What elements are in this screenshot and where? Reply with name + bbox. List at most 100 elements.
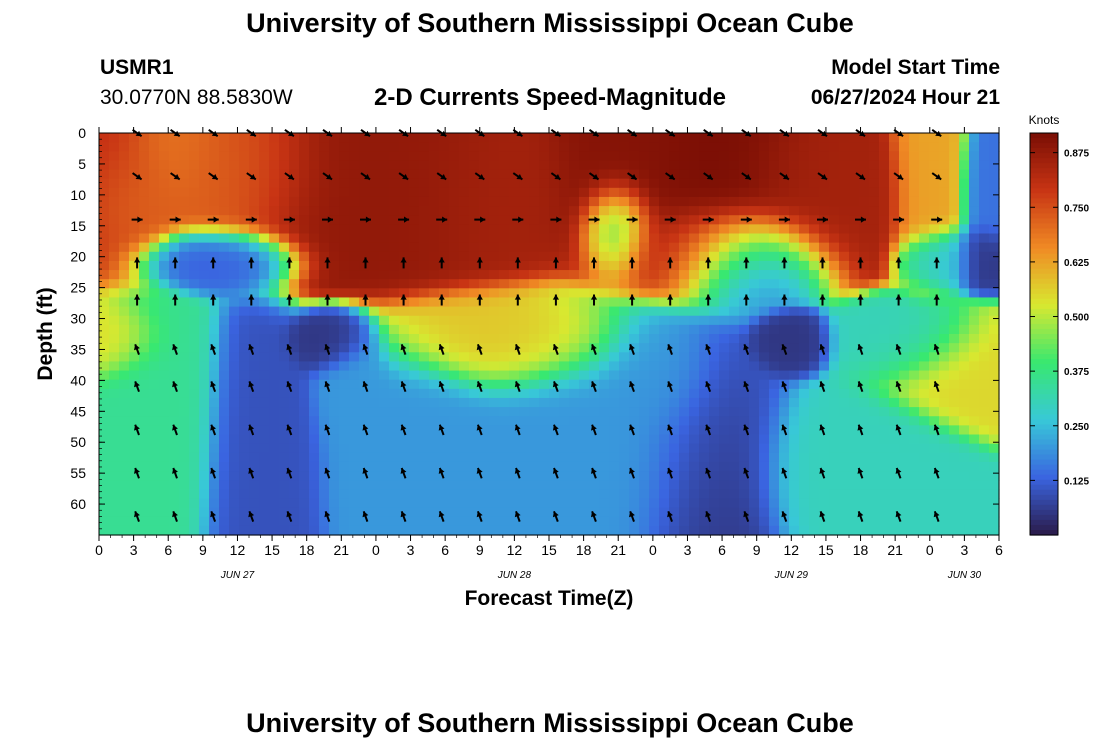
heatmap-cell xyxy=(599,233,610,244)
heatmap-cell xyxy=(139,397,150,408)
heatmap-cell xyxy=(649,388,660,399)
heatmap-cell xyxy=(249,352,260,363)
heatmap-cell xyxy=(899,178,910,189)
heatmap-cell xyxy=(349,242,360,253)
heatmap-cell xyxy=(899,416,910,426)
heatmap-cell xyxy=(419,407,430,417)
heatmap-cell xyxy=(389,370,400,381)
heatmap-cell xyxy=(819,352,830,363)
heatmap-cell xyxy=(509,525,520,536)
heatmap-cell xyxy=(429,461,440,472)
current-arrow xyxy=(705,294,712,306)
heatmap-cell xyxy=(479,260,490,271)
heatmap-cell xyxy=(899,306,910,317)
heatmap-cell xyxy=(149,489,160,500)
heatmap-cell xyxy=(99,471,110,481)
heatmap-cell xyxy=(739,397,750,408)
heatmap-cell xyxy=(759,242,770,253)
heatmap-cell xyxy=(769,297,780,308)
heatmap-cell xyxy=(469,288,480,299)
heatmap-cell xyxy=(189,251,200,262)
heatmap-cell xyxy=(439,142,450,152)
heatmap-cell xyxy=(169,133,180,143)
heatmap-cell xyxy=(639,224,650,235)
heatmap-cell xyxy=(539,480,550,490)
heatmap-cell xyxy=(579,388,590,399)
heatmap-cell xyxy=(589,416,600,426)
current-arrow xyxy=(629,294,636,306)
heatmap-cell xyxy=(289,407,300,417)
heatmap-cell xyxy=(639,151,650,162)
heatmap-cell xyxy=(429,434,440,445)
heatmap-cell xyxy=(409,416,420,426)
heatmap-cell xyxy=(739,516,750,527)
heatmap-cell xyxy=(579,160,590,171)
heatmap-cell xyxy=(839,251,850,262)
heatmap-cell xyxy=(789,224,800,235)
heatmap-cell xyxy=(209,315,220,326)
heatmap-cell xyxy=(249,160,260,171)
heatmap-cell xyxy=(929,233,940,244)
heatmap-cell xyxy=(609,461,620,472)
heatmap-cell xyxy=(739,187,750,198)
heatmap-cell xyxy=(719,169,730,180)
current-arrows xyxy=(131,128,943,522)
heatmap-cell xyxy=(469,452,480,463)
heatmap-cell xyxy=(499,507,510,518)
heatmap-cell xyxy=(759,260,770,271)
heatmap-cell xyxy=(279,251,290,262)
heatmap-cell xyxy=(789,343,800,353)
heatmap-cell xyxy=(279,334,290,344)
heatmap-cell xyxy=(559,452,570,463)
heatmap-cell xyxy=(519,407,530,417)
heatmap-cell xyxy=(239,178,250,189)
heatmap-cell xyxy=(769,334,780,344)
heatmap-cell xyxy=(379,516,390,527)
heatmap-cell xyxy=(679,324,690,335)
heatmap-cell xyxy=(869,260,880,271)
heatmap-cell xyxy=(459,416,470,426)
heatmap-cell xyxy=(339,498,350,509)
heatmap-cell xyxy=(719,397,730,408)
heatmap-cell xyxy=(979,407,990,417)
current-arrow xyxy=(667,424,673,436)
heatmap-cell xyxy=(649,516,660,527)
heatmap-cell xyxy=(789,169,800,180)
heatmap-cell xyxy=(159,434,170,445)
heatmap-cell xyxy=(329,452,340,463)
heatmap-cell xyxy=(269,133,280,143)
heatmap-cell xyxy=(579,233,590,244)
heatmap-cell xyxy=(99,416,110,426)
heatmap-cell xyxy=(529,224,540,235)
heatmap-cell xyxy=(139,178,150,189)
heatmap-cell xyxy=(749,507,760,518)
heatmap-cell xyxy=(859,397,870,408)
current-arrow xyxy=(933,294,940,306)
heatmap-cell xyxy=(829,251,840,262)
heatmap-cell xyxy=(719,233,730,244)
heatmap-cell xyxy=(139,133,150,143)
heatmap-cell xyxy=(399,416,410,426)
heatmap-cell xyxy=(459,242,470,253)
heatmap-cell xyxy=(749,151,760,162)
heatmap-cell xyxy=(459,397,470,408)
heatmap-cell xyxy=(809,379,820,390)
heatmap-cell xyxy=(469,434,480,445)
heatmap-cell xyxy=(439,224,450,235)
heatmap-cell xyxy=(839,196,850,207)
heatmap-cell xyxy=(399,352,410,363)
heatmap-cell xyxy=(149,507,160,518)
heatmap-cell xyxy=(749,233,760,244)
heatmap-cell xyxy=(309,315,320,326)
heatmap-cell xyxy=(179,434,190,445)
heatmap-cell xyxy=(489,516,500,527)
heatmap-cell xyxy=(799,270,810,280)
heatmap-cell xyxy=(109,306,120,317)
heatmap-cell xyxy=(359,443,370,454)
heatmap-cell xyxy=(169,516,180,527)
heatmap-cell xyxy=(639,397,650,408)
heatmap-cell xyxy=(709,452,720,463)
heatmap-cell xyxy=(649,343,660,353)
heatmap-cell xyxy=(389,251,400,262)
heatmap-cell xyxy=(269,324,280,335)
